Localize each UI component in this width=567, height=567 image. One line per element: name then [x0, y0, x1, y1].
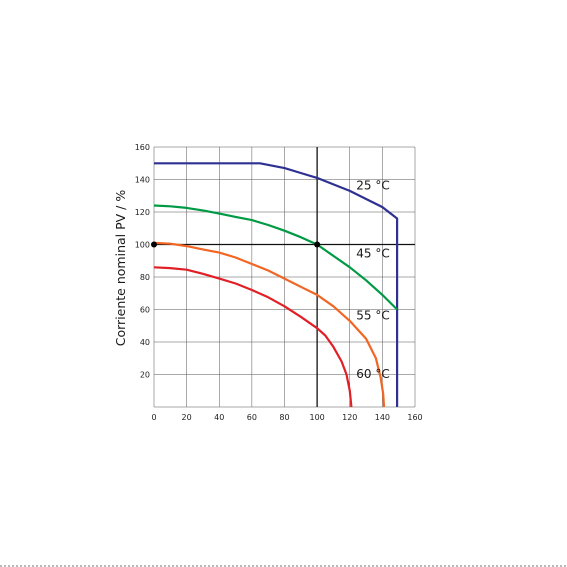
curve-label-2: 45 °C [356, 247, 389, 261]
x-tick-label: 60 [247, 413, 257, 422]
y-tick-label: 160 [135, 143, 150, 152]
curve-label-4: 60 °C [356, 367, 389, 381]
x-tick-label: 20 [182, 413, 192, 422]
x-tick-label: 160 [407, 413, 422, 422]
y-tick-label: 100 [135, 241, 150, 250]
series-line-3 [153, 241, 386, 408]
reference-point-2 [314, 241, 321, 248]
reference-point-1 [151, 241, 157, 248]
x-tick-label: 120 [342, 413, 357, 422]
series-group [153, 162, 399, 408]
x-tick-label: 0 [151, 413, 156, 422]
series-line-4 [153, 266, 353, 408]
x-tick-label: 100 [309, 413, 324, 422]
curve-label-1: 25 °C [356, 178, 389, 192]
y-axis-label: Corriente nominal PV / % [113, 190, 128, 347]
series-line-1 [154, 162, 399, 407]
y-tick-label: 60 [140, 306, 150, 315]
reference-lines [154, 147, 415, 407]
y-tick-label: 80 [140, 273, 150, 282]
x-tick-label: 140 [375, 413, 390, 422]
x-tick-label: 80 [279, 413, 289, 422]
curve-labels: 25 °C 45 °C 55 °C 60 °C [356, 178, 389, 381]
markers [151, 241, 321, 248]
y-tick-label: 40 [140, 338, 150, 347]
y-tick-label: 20 [140, 371, 150, 380]
tick-labels: 0 20 40 60 80 100 120 140 160 20 40 60 80 100 120 140 16… [135, 143, 423, 422]
curve-label-3: 55 °C [356, 308, 389, 322]
y-tick-label: 120 [135, 208, 150, 217]
series-line-2 [153, 204, 398, 311]
x-tick-label: 40 [214, 413, 224, 422]
y-tick-label: 140 [135, 176, 150, 185]
